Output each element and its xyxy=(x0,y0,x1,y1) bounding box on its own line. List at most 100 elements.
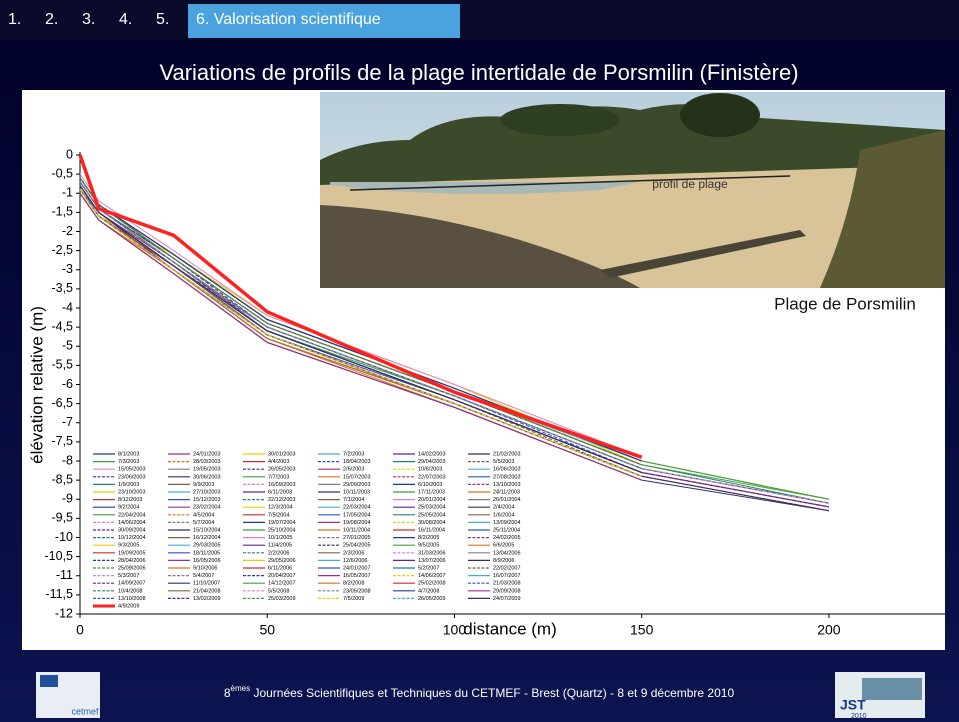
nav-item[interactable]: 2. xyxy=(45,11,58,28)
legend-label: 22/12/2003 xyxy=(268,497,296,503)
legend-label: 15/05/2003 xyxy=(118,467,146,473)
y-tick-label: -5,5 xyxy=(51,358,73,372)
legend-label: 22/04/2004 xyxy=(118,512,146,518)
legend-label: 17/05/2004 xyxy=(343,512,371,518)
legend-label: 1/6/2004 xyxy=(493,512,514,518)
legend-label: 11/10/2007 xyxy=(193,581,220,587)
legend-label: 16/11/2004 xyxy=(418,527,445,533)
legend-label: 27/01/2005 xyxy=(343,535,371,541)
legend-label: 19/08/2004 xyxy=(343,520,371,526)
legend-label: 9/3/2005 xyxy=(118,543,139,549)
legend-label: 25/10/2004 xyxy=(268,527,296,533)
x-tick-label: 150 xyxy=(630,622,654,638)
logo-right-text: JST xyxy=(840,697,866,713)
legend-label: 2/4/2004 xyxy=(493,505,514,511)
photo-profile-line xyxy=(349,175,791,191)
nav-item-active[interactable]: 6. Valorisation scientifique xyxy=(196,11,381,28)
legend-label: 30/01/2003 xyxy=(268,451,296,457)
y-tick-label: -8 xyxy=(62,453,73,467)
y-tick-label: -1 xyxy=(62,186,73,200)
legend-label: 29/04/2003 xyxy=(418,459,446,465)
logo-right-image xyxy=(862,678,922,700)
legend-label: 25/03/2009 xyxy=(268,596,296,602)
legend-label: 12/3/2004 xyxy=(268,505,292,511)
legend-label: 2/2/2006 xyxy=(268,550,289,556)
legend-label: 10/11/2004 xyxy=(343,527,370,533)
y-tick-label: -7 xyxy=(62,415,73,429)
y-tick-label: -12 xyxy=(55,606,73,620)
legend-label: 15/07/2003 xyxy=(343,474,371,480)
y-tick-label: -9 xyxy=(62,492,73,506)
legend-label: 10/11/2003 xyxy=(343,489,370,495)
legend-label: 28/03/2003 xyxy=(193,459,221,465)
legend-label: 5/2/2007 xyxy=(418,565,439,571)
nav-item[interactable]: 1. xyxy=(8,11,21,28)
photo-tree xyxy=(680,93,760,137)
legend-label: 22/02/2007 xyxy=(493,565,521,571)
legend-label: 21/04/2008 xyxy=(193,588,221,594)
x-tick-label: 0 xyxy=(76,622,84,638)
legend-label: 5/3/2007 xyxy=(118,573,139,579)
logo-left-text: cetmef xyxy=(71,706,99,716)
legend-label: 16/06/2003 xyxy=(493,467,521,473)
legend-label: 8/12/2003 xyxy=(118,497,142,503)
legend-label: 5/5/2003 xyxy=(493,459,514,465)
legend-label: 5/5/2008 xyxy=(268,588,289,594)
legend-label: 25/02/2008 xyxy=(418,581,446,587)
legend-label: 2/6/2003 xyxy=(343,467,364,473)
legend-label: 29/05/2006 xyxy=(268,558,296,564)
legend-label: 26/01/2004 xyxy=(493,497,521,503)
legend-label: 24/01/2003 xyxy=(193,451,221,457)
y-tick-label: -0,5 xyxy=(51,166,73,180)
legend-label: 23/02/2004 xyxy=(193,505,221,511)
y-tick-label: -3 xyxy=(62,262,73,276)
legend-label: 24/07/2009 xyxy=(493,596,521,602)
slide-title: Variations de profils de la plage intert… xyxy=(159,60,798,85)
legend-label: 14/02/2003 xyxy=(418,451,446,457)
legend-label: 17/11/2003 xyxy=(418,489,445,495)
legend-label: 25/04/2005 xyxy=(343,543,371,549)
legend-label: 10/4/2008 xyxy=(118,588,142,594)
legend-label: 18/11/2005 xyxy=(193,550,220,556)
legend-label: 16/12/2004 xyxy=(193,535,221,541)
legend-label: 24/01/2007 xyxy=(343,565,371,571)
y-tick-label: -1,5 xyxy=(51,205,73,219)
x-tick-label: 200 xyxy=(817,622,841,638)
legend-label: 22/03/2004 xyxy=(343,505,371,511)
legend-label: 27/08/2003 xyxy=(493,474,521,480)
legend-label: 8/2/2008 xyxy=(343,581,364,587)
legend-label: 18/04/2003 xyxy=(343,459,371,465)
legend-label: 7/5/2004 xyxy=(268,512,289,518)
legend-label: 13/10/2003 xyxy=(493,482,521,488)
legend-label: 4/7/2008 xyxy=(418,588,439,594)
nav-item[interactable]: 3. xyxy=(82,11,95,28)
nav-item[interactable]: 4. xyxy=(119,11,132,28)
legend-label: 13/04/2006 xyxy=(493,550,521,556)
legend-label: 16/05/2006 xyxy=(193,558,221,564)
legend-label: 31/03/2006 xyxy=(418,550,446,556)
y-tick-label: -2,5 xyxy=(51,243,73,257)
legend-label: 7/5/2009 xyxy=(343,596,364,602)
legend-label: 29/09/2008 xyxy=(493,588,521,594)
legend-label: 4/9/2009 xyxy=(118,603,139,609)
legend-label: 25/09/2006 xyxy=(118,565,146,571)
legend-label: 10/12/2004 xyxy=(118,535,146,541)
legend-label: 8/9/2006 xyxy=(493,558,514,564)
legend-label: 6/11/2003 xyxy=(268,489,292,495)
logo-right-year: 2010 xyxy=(851,713,867,720)
photo-groyne xyxy=(600,230,806,278)
legend-label: 5/4/2007 xyxy=(193,573,214,579)
legend-label: 7/2/2003 xyxy=(343,451,364,457)
legend-label: 14/06/2007 xyxy=(418,573,446,579)
legend-label: 9/9/2003 xyxy=(193,482,214,488)
y-tick-label: -10 xyxy=(55,530,73,544)
legend-label: 19/07/2004 xyxy=(268,520,296,526)
photo: profil de plage xyxy=(320,92,945,288)
y-tick-label: -5 xyxy=(62,339,73,353)
legend-label: 30/08/2004 xyxy=(418,520,446,526)
y-tick-label: -8,5 xyxy=(51,472,73,486)
nav-item[interactable]: 5. xyxy=(156,11,169,28)
legend-label: 20/04/2007 xyxy=(268,573,296,579)
legend-label: 9/10/2006 xyxy=(193,565,217,571)
legend-label: 7/1/2004 xyxy=(343,497,364,503)
